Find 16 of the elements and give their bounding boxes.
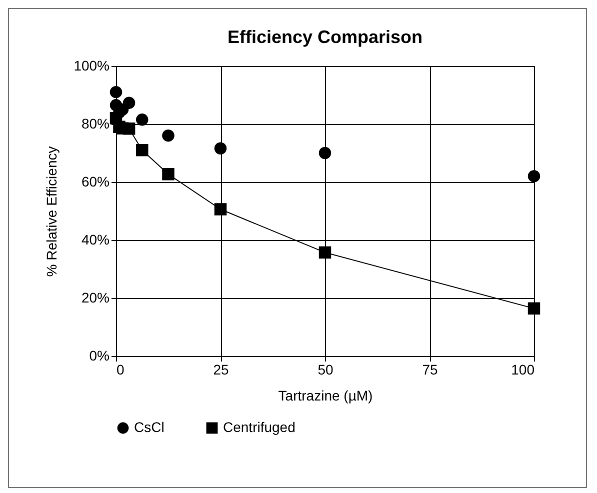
legend-label: Centrifuged — [223, 419, 296, 435]
legend-label: CsCl — [134, 419, 164, 435]
y-tick-label: 100% — [74, 58, 110, 74]
y-tick-label: 60% — [81, 174, 110, 190]
chart-title: Efficiency Comparison — [227, 27, 423, 47]
x-tick-label: 50 — [318, 362, 334, 378]
x-tick-label: 75 — [422, 362, 438, 378]
y-tick-label: 80% — [81, 116, 110, 132]
x-tick-label: 25 — [213, 362, 229, 378]
y-axis-title: % Relative Efficiency — [44, 146, 60, 277]
y-tick-label: 0% — [89, 348, 110, 364]
x-axis-title: Tartrazine (µM) — [278, 388, 373, 404]
x-tick-label: 100 — [511, 362, 535, 378]
y-tick-label: 40% — [81, 232, 110, 248]
y-tick-label: 20% — [81, 290, 110, 306]
x-tick-label: 0 — [116, 362, 124, 378]
